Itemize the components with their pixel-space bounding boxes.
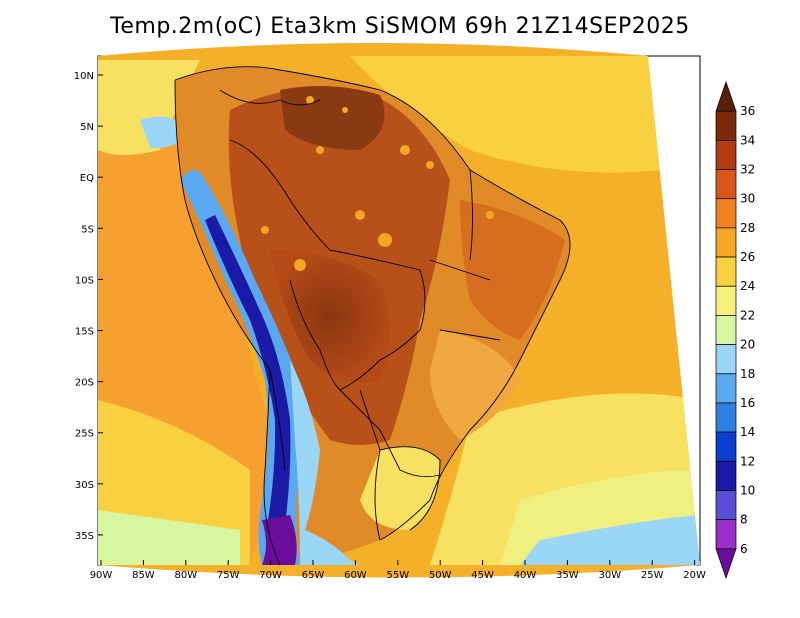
brazil-south-border xyxy=(339,389,441,478)
longitude-axis: 90W 85W 80W 75W 70W 65W 60W 55W 50W 45W 40W 35W 30W 2… xyxy=(90,560,706,581)
colorbar-label: 14 xyxy=(740,425,755,439)
brazil-west-border xyxy=(229,139,426,391)
colorbar-label: 20 xyxy=(740,338,755,352)
colorbar-segment xyxy=(715,140,737,170)
map-title: Temp.2m(oC) Eta3km SiSMOM 69h 21Z14SEP20… xyxy=(110,14,690,39)
north-atlantic xyxy=(350,56,660,173)
lat-label: 5N xyxy=(80,122,94,133)
temperature-field xyxy=(98,43,700,578)
colorbar-label: 24 xyxy=(740,279,755,293)
lat-label: 30S xyxy=(75,480,94,491)
colorbar-segment xyxy=(715,227,737,258)
uruguay-border xyxy=(379,446,441,531)
colorbar-segment xyxy=(715,315,737,345)
lat-label: EQ xyxy=(80,173,94,184)
colorbar-segment xyxy=(715,344,737,375)
lon-label: 70W xyxy=(259,570,282,581)
lon-label: 80W xyxy=(174,570,197,581)
colorbar-label: 10 xyxy=(740,483,755,497)
lon-label: 25W xyxy=(641,570,664,581)
colorbar-label: 6 xyxy=(740,542,748,556)
lon-label: 65W xyxy=(302,570,325,581)
lat-label: 25S xyxy=(75,429,94,440)
venezuela-border xyxy=(219,89,321,106)
far-south-ocean xyxy=(520,515,700,565)
colorbar-label: 26 xyxy=(740,250,755,264)
colorbar-segment xyxy=(715,460,737,491)
northeast-warm xyxy=(460,200,565,340)
colorbar-segment xyxy=(715,519,737,550)
colorbar-label: 32 xyxy=(740,163,755,177)
colorbar-label: 28 xyxy=(740,221,755,235)
lat-label: 20S xyxy=(75,378,94,389)
colorbar-label: 16 xyxy=(740,396,755,410)
peru-bolivia-border xyxy=(289,279,341,391)
country-borders xyxy=(174,66,571,566)
colorbar-segment xyxy=(715,256,737,287)
colorbar-label: 12 xyxy=(740,454,755,468)
southeast-mild xyxy=(430,330,520,440)
north-hot-core xyxy=(280,86,385,150)
lat-label: 35S xyxy=(75,531,94,542)
colorbar-segment xyxy=(715,548,737,580)
colorbar-segment xyxy=(715,169,737,200)
pacific-far-south xyxy=(98,510,240,565)
central-hot-core xyxy=(270,250,390,383)
colorbar-segment xyxy=(715,402,737,433)
colorbar-segment xyxy=(715,110,737,141)
lon-label: 90W xyxy=(90,570,113,581)
lon-label: 35W xyxy=(556,570,579,581)
lat-label: 15S xyxy=(75,327,94,338)
east-coastline xyxy=(174,66,571,541)
andes-cold-core xyxy=(205,215,291,525)
lat-label: 5S xyxy=(81,224,94,235)
west-coastline xyxy=(174,79,281,566)
colorbar-label: 34 xyxy=(740,133,755,147)
state-border-1 xyxy=(439,329,501,341)
colorbar-segment xyxy=(715,373,737,404)
colorbar-label: 8 xyxy=(740,513,748,527)
colorbar-segment xyxy=(715,198,737,229)
warm-spots xyxy=(261,96,494,271)
argentina-border xyxy=(359,389,381,541)
latitude-axis: 10N 5N EQ 5S 10S 15S 20S 25S 30S 35S xyxy=(74,71,103,542)
colorbar: 6 8 10 12 14 16 18 20 22 24 26 28 30 32 34 36 xyxy=(715,80,755,580)
patagonia-cool xyxy=(290,360,360,565)
andes-cool-band xyxy=(180,170,302,565)
colorbar-label: 30 xyxy=(740,192,755,206)
lon-label: 45W xyxy=(471,570,494,581)
lat-label: 10N xyxy=(74,71,94,82)
lon-label: 55W xyxy=(386,570,409,581)
colorbar-label: 36 xyxy=(740,104,755,118)
lon-label: 20W xyxy=(683,570,706,581)
lon-label: 85W xyxy=(132,570,155,581)
colorbar-segment xyxy=(715,80,737,112)
chile-argentina-border xyxy=(269,369,286,471)
lon-label: 40W xyxy=(514,570,537,581)
colorbar-label: 22 xyxy=(740,308,755,322)
pacific-north-cool xyxy=(98,60,200,155)
colorbar-segment xyxy=(715,285,737,316)
state-border-2 xyxy=(429,259,491,281)
andes-coldest xyxy=(262,515,297,565)
colorbar-label: 18 xyxy=(740,367,755,381)
colorbar-segment xyxy=(715,431,737,462)
lon-label: 30W xyxy=(598,570,621,581)
colorbar-segment xyxy=(715,490,737,520)
lon-label: 60W xyxy=(344,570,367,581)
lat-label: 10S xyxy=(75,275,94,286)
lon-label: 75W xyxy=(217,570,240,581)
lon-label: 50W xyxy=(429,570,452,581)
state-border-3 xyxy=(469,169,473,261)
